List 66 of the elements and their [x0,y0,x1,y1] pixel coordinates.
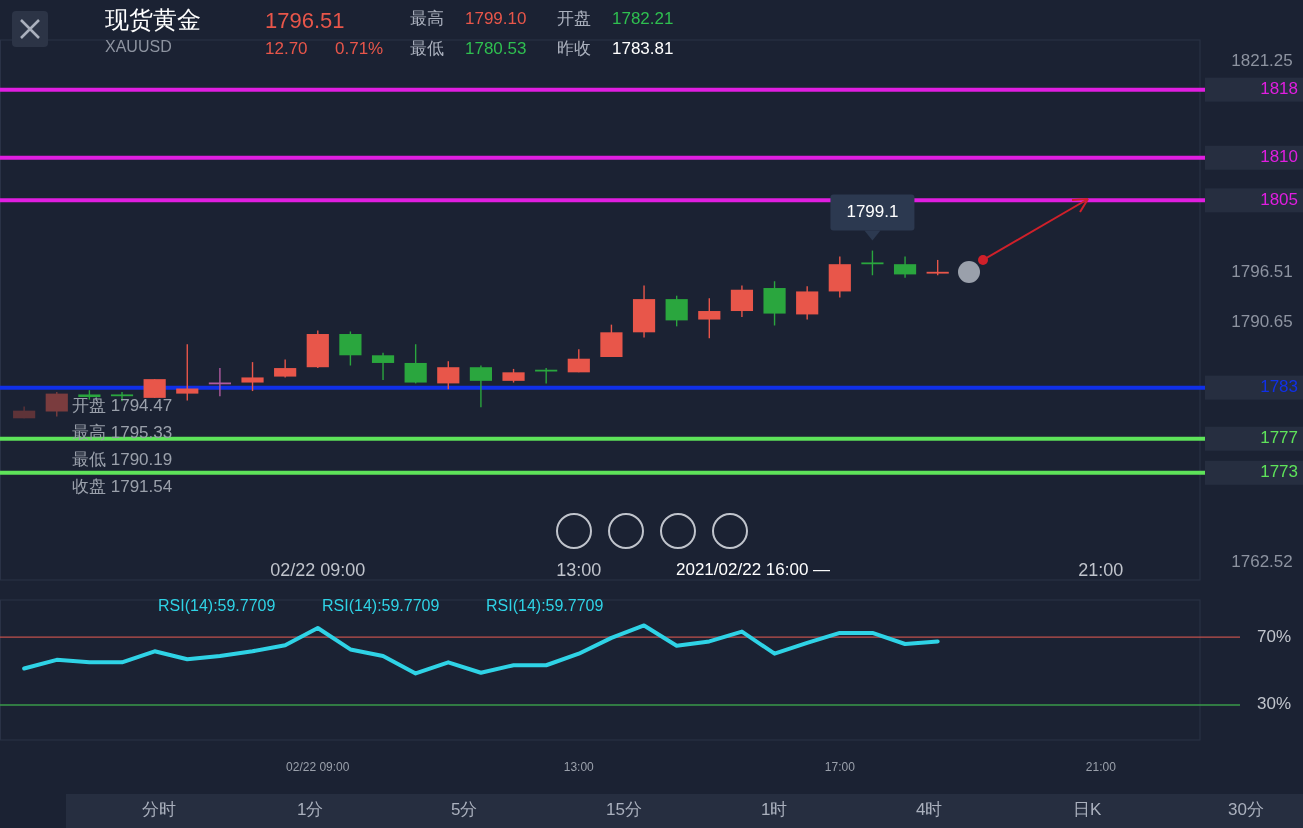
text: 30分 [1228,800,1264,820]
x-tick-label: 02/22 09:00 [286,760,350,775]
x-tick-label: 21:00 [1078,559,1124,580]
candlestick [339,330,362,367]
text: 1分 [297,800,324,820]
chart-subtitle: XAUUSD [105,38,172,56]
ref-line-label: 1810 [1260,147,1298,167]
annotation: 12.70 [265,39,308,59]
candlestick [437,360,460,391]
annotation: 0.71% [335,39,384,59]
candlestick [45,391,68,418]
annotation: 2021/02/22 16:00 — [676,560,831,580]
candlestick [534,367,559,385]
annotation: 最低 1790.19 [72,450,173,470]
candlestick [860,249,885,276]
candlestick [176,343,199,402]
text: 4时 [916,800,943,820]
ref-line-label: 1818 [1260,79,1298,99]
annotation: RSI(14):59.7709 [158,597,276,615]
x-tick-label: 02/22 09:00 [270,559,366,580]
text: 15分 [606,800,642,820]
annotation: 昨收 [557,39,591,59]
ref-line-label: 1777 [1260,428,1298,448]
candlestick [404,343,427,385]
candlestick [469,364,493,408]
text: 1796.51 [265,7,345,33]
y-tick-label: 70% [1256,626,1292,646]
y-tick-label: 1796.51 [1231,262,1293,282]
y-tick-label: 1821.25 [1231,51,1293,71]
line-series [22,623,940,676]
candlestick [730,284,754,318]
text: 分时 [142,800,176,820]
candlestick [893,255,917,279]
candlestick [665,295,688,328]
y-tick-label: 1762.52 [1231,551,1293,571]
chart-title: 现货黄金 [105,6,201,34]
candlestick [241,361,264,392]
text: 1782.21 [612,9,674,29]
x-tick-label: 13:00 [556,559,602,580]
x-tick-label: 21:00 [1085,760,1117,775]
candlestick [207,367,232,397]
y-tick-label: 1790.65 [1231,312,1293,331]
text: 开盘 [557,9,591,29]
annotation: 最低 [410,39,444,59]
annotation: RSI(14):59.7709 [486,597,604,615]
text: 日K [1073,800,1102,820]
annotation: 收盘 1791.54 [72,477,173,497]
ref-line-label: 1783 [1260,377,1298,397]
x-tick-label: 17:00 [824,760,856,775]
x-tick-label: 13:00 [563,760,595,775]
annotation: RSI(14):59.7709 [322,597,440,615]
text: 5分 [451,800,478,820]
candlestick [371,352,395,381]
candlestick [143,378,166,399]
candlestick [698,297,721,339]
text: 1时 [761,800,788,820]
candlestick [796,285,819,321]
annotation: 1783.81 [612,39,674,59]
annotation: 1780.53 [465,39,527,59]
text: 1799.10 [465,9,527,29]
text: 最高 [410,9,444,29]
annotation: 开盘 1794.47 [72,396,173,416]
ref-line-label: 1773 [1260,462,1298,482]
annotation: 1799.1 [846,202,899,222]
y-tick-label: 30% [1256,694,1292,714]
ref-line-label: 1805 [1260,189,1298,209]
